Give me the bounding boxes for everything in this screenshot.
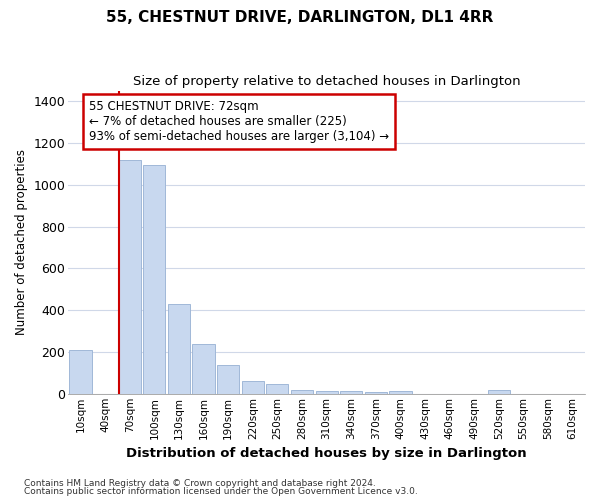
- Bar: [488, 390, 510, 394]
- Text: Contains public sector information licensed under the Open Government Licence v3: Contains public sector information licen…: [24, 487, 418, 496]
- Bar: [70, 350, 92, 394]
- Bar: [291, 390, 313, 394]
- Bar: [242, 382, 264, 394]
- Bar: [266, 384, 289, 394]
- Bar: [193, 344, 215, 394]
- Bar: [340, 391, 362, 394]
- Bar: [365, 392, 387, 394]
- Y-axis label: Number of detached properties: Number of detached properties: [15, 149, 28, 335]
- Title: Size of property relative to detached houses in Darlington: Size of property relative to detached ho…: [133, 75, 520, 88]
- Bar: [168, 304, 190, 394]
- Text: 55, CHESTNUT DRIVE, DARLINGTON, DL1 4RR: 55, CHESTNUT DRIVE, DARLINGTON, DL1 4RR: [106, 10, 494, 25]
- Text: 55 CHESTNUT DRIVE: 72sqm
← 7% of detached houses are smaller (225)
93% of semi-d: 55 CHESTNUT DRIVE: 72sqm ← 7% of detache…: [89, 100, 389, 142]
- Bar: [217, 364, 239, 394]
- Text: Contains HM Land Registry data © Crown copyright and database right 2024.: Contains HM Land Registry data © Crown c…: [24, 478, 376, 488]
- X-axis label: Distribution of detached houses by size in Darlington: Distribution of detached houses by size …: [126, 447, 527, 460]
- Bar: [143, 165, 166, 394]
- Bar: [119, 160, 141, 394]
- Bar: [389, 391, 412, 394]
- Bar: [316, 391, 338, 394]
